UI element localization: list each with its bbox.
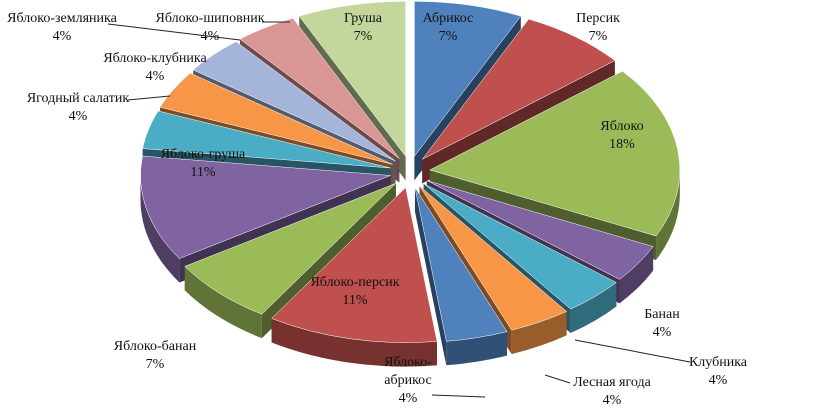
slice-name-14: Груша xyxy=(344,11,383,26)
slice-name-5: Лесная ягода xyxy=(573,375,651,390)
pie-slice-top-14 xyxy=(298,1,406,158)
slice-label-4: Клубника 4% xyxy=(574,339,748,388)
pie-slice-top-2 xyxy=(429,70,681,237)
pie-slice-top-3 xyxy=(426,180,654,280)
pie-slice-wall-9 xyxy=(140,175,180,283)
slice-percent-5: 4% xyxy=(603,393,622,408)
slice-label-6: Яблоко-абрикос 4% xyxy=(384,355,486,406)
slice-label-3: Банан 4% xyxy=(644,307,680,340)
slice-percent-11: 4% xyxy=(146,69,165,84)
slice-name-3: Банан xyxy=(644,307,680,322)
slice-name-12: Яблоко-шиповник xyxy=(155,11,264,26)
slice-percent-8: 7% xyxy=(146,357,165,372)
pie-slices xyxy=(140,1,681,367)
pie-slice-top-8 xyxy=(184,183,397,315)
slice-percent-3: 4% xyxy=(653,325,672,340)
slice-percent-1: 7% xyxy=(589,29,608,44)
slice-label-10: Ягодный салатик 4% xyxy=(27,91,171,124)
slice-name-4: Клубника xyxy=(689,355,748,370)
pie-slice-wall-2 xyxy=(656,169,680,260)
slice-name-9: Яблоко-груша xyxy=(161,147,246,162)
leader-line-10 xyxy=(127,95,171,101)
slice-label-7: Яблоко-персик 11% xyxy=(310,275,399,308)
slice-name-0: Абрикос xyxy=(423,11,474,26)
pie-slice-top-6 xyxy=(414,187,508,342)
pie-slice-8 xyxy=(184,183,397,339)
slice-percent-10: 4% xyxy=(69,109,88,124)
pie-slice-6 xyxy=(414,187,508,366)
slice-label-5: Лесная ягода 4% xyxy=(544,374,652,408)
leader-line-4 xyxy=(574,339,691,363)
slice-label-2: Яблоко 18% xyxy=(600,119,643,152)
pie-slice-wall-5 xyxy=(511,311,567,355)
pie-slice-side-6-1 xyxy=(414,187,447,366)
slice-name-13: Яблоко-земляника xyxy=(7,11,117,26)
pie-slice-top-1 xyxy=(422,18,616,160)
slice-name-1: Персик xyxy=(576,11,620,26)
slice-percent-4: 4% xyxy=(709,373,728,388)
slice-name-11: Яблоко-клубника xyxy=(103,51,207,66)
slice-label-13: Яблоко-земляника 4% xyxy=(7,11,241,44)
pie-slice-wall-8 xyxy=(184,266,262,339)
slice-name-8: Яблоко-банан xyxy=(114,339,197,354)
pie-slice-top-11 xyxy=(159,72,393,165)
slice-name-7: Яблоко-персик xyxy=(310,275,399,290)
pie-slice-wall-4 xyxy=(570,282,617,334)
slice-percent-13: 4% xyxy=(53,29,72,44)
pie-slice-top-13 xyxy=(239,17,400,159)
pie-slice-7 xyxy=(271,187,438,367)
pie-slice-top-9 xyxy=(140,155,391,259)
slice-percent-2: 18% xyxy=(609,137,635,152)
pie-slice-wall-7 xyxy=(271,318,437,367)
slice-name-10: Ягодный салатик xyxy=(27,91,130,106)
slice-label-14: Груша 7% xyxy=(344,11,383,44)
leader-line-13 xyxy=(107,23,241,41)
slice-percent-14: 7% xyxy=(354,29,373,44)
slice-label-8: Яблоко-банан 7% xyxy=(114,339,197,372)
leader-line-6 xyxy=(431,394,486,398)
slice-percent-7: 11% xyxy=(342,293,367,308)
slice-percent-0: 7% xyxy=(439,29,458,44)
slice-percent-6: 4% xyxy=(399,391,418,406)
pie-slice-top-5 xyxy=(419,185,568,331)
slice-name-6: абрикос xyxy=(384,373,431,388)
slice-label-1: Персик 7% xyxy=(576,11,620,44)
pie-slice-top-4 xyxy=(423,183,617,310)
slice-label-0: Абрикос 7% xyxy=(423,11,474,44)
pie-slice-top-12 xyxy=(192,41,396,162)
slice-name-6: Яблоко- xyxy=(384,355,432,370)
pie-slice-top-7 xyxy=(271,187,438,343)
pie-slice-wall-3 xyxy=(619,246,654,304)
pie-labels: Абрикос7%Персик7%Яблоко18%Банан4%Клубник… xyxy=(7,11,748,408)
slice-percent-9: 11% xyxy=(190,165,215,180)
slice-label-11: Яблоко-клубника 4% xyxy=(103,51,207,84)
pie-slice-top-10 xyxy=(142,110,391,169)
slice-name-2: Яблоко xyxy=(600,119,643,134)
slice-label-9: Яблоко-груша 11% xyxy=(161,147,246,180)
leader-line-5 xyxy=(544,374,571,384)
pie-slice-top-0 xyxy=(414,1,522,158)
